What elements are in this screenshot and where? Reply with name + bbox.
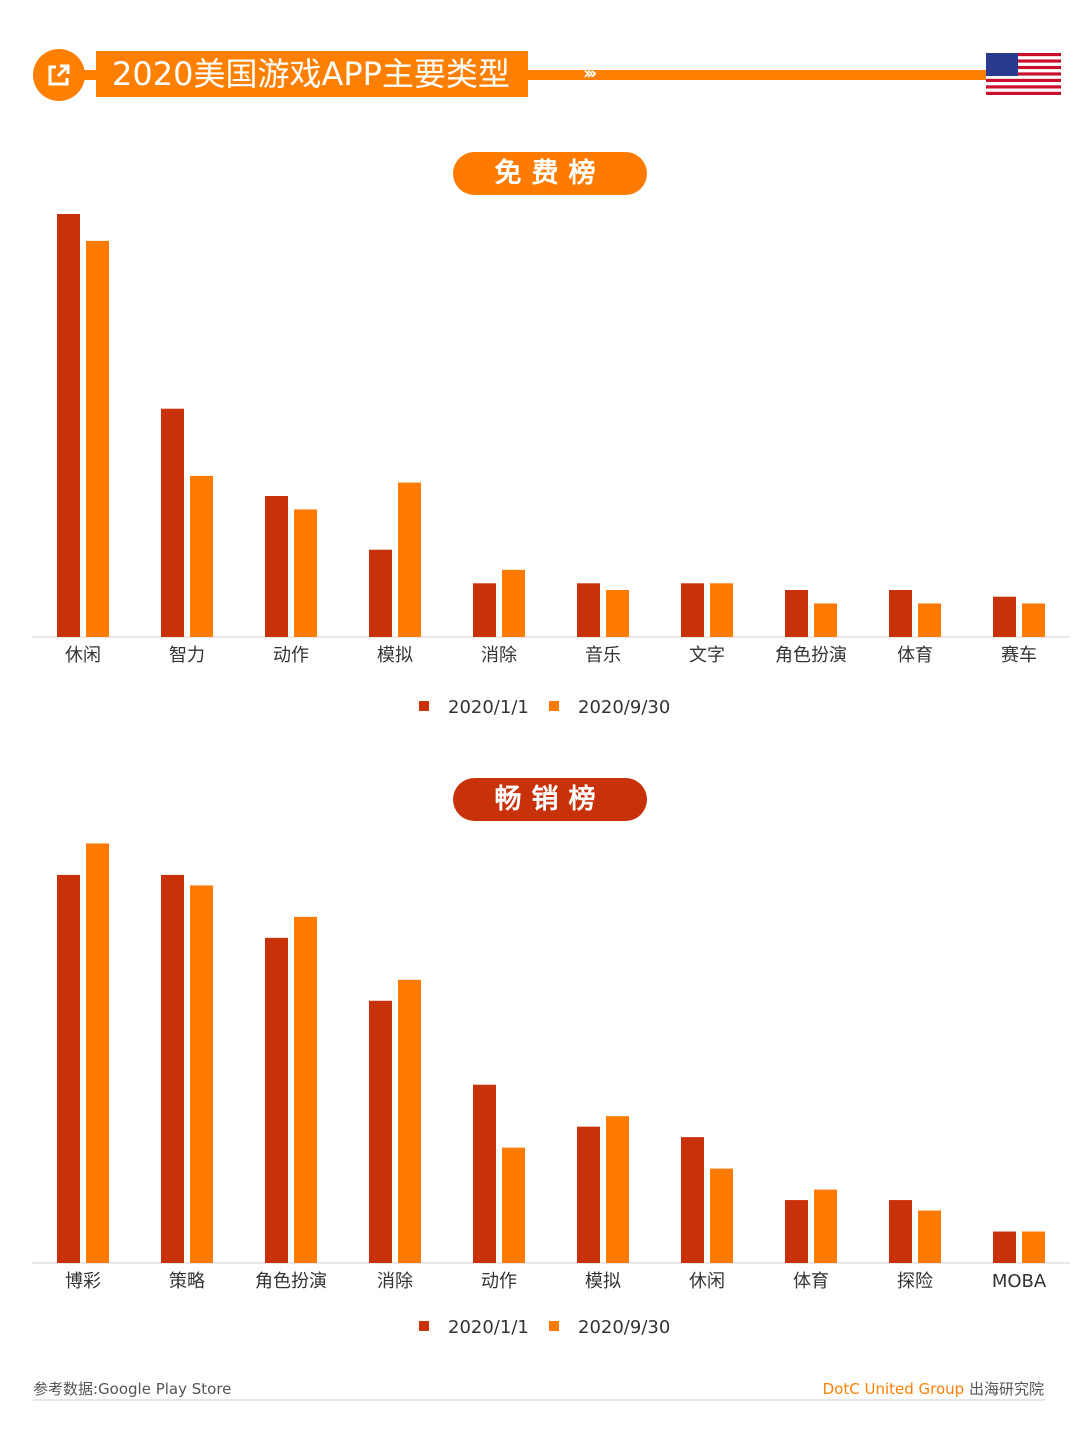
bar-动作-2020/1/1 [265,496,288,637]
footer-divider [33,1399,1045,1401]
source-note: 参考数据:Google Play Store [33,1380,232,1398]
x-tick-label: 音乐 [585,645,621,666]
x-tick-label: 模拟 [585,1271,621,1292]
bar-动作-2020/9/30 [502,1147,525,1263]
bar-策略-2020/9/30 [190,885,213,1263]
bar-智力-2020/9/30 [190,475,213,637]
legend-label: 2020/9/30 [578,697,670,718]
share-icon [33,49,85,101]
bar-模拟-2020/9/30 [398,482,421,637]
x-tick-label: 体育 [793,1271,829,1292]
bar-模拟-2020/1/1 [577,1126,600,1263]
bar-体育-2020/9/30 [814,1189,837,1263]
bar-消除-2020/9/30 [398,979,421,1263]
bar-探险-2020/9/30 [918,1210,941,1263]
legend-swatch [419,701,429,711]
bar-体育-2020/9/30 [918,603,941,637]
x-tick-label: 智力 [169,645,205,666]
x-tick-label: 赛车 [1001,645,1037,666]
bar-体育-2020/1/1 [889,590,912,637]
bar-角色扮演-2020/1/1 [785,590,808,637]
bar-消除-2020/1/1 [473,583,496,637]
legend-label: 2020/1/1 [448,697,529,718]
x-tick-label: MOBA [992,1271,1047,1292]
x-tick-label: 策略 [169,1271,205,1292]
bar-模拟-2020/1/1 [369,549,392,637]
org-name: 出海研究院 [968,1380,1044,1398]
bar-MOBA-2020/9/30 [1022,1231,1045,1263]
chart-1: 博彩 策略 角色扮演 消除 动作 模拟 休闲 体育 探险 MOBA 2020/1/1 2020/9/3… [32,843,1070,1338]
bar-文字-2020/1/1 [681,583,704,637]
bar-赛车-2020/9/30 [1022,603,1045,637]
page-title: 2020美国游戏APP主要类型 [96,51,528,97]
bar-模拟-2020/9/30 [606,1116,629,1263]
legend-label: 2020/1/1 [448,1317,529,1338]
x-tick-label: 体育 [897,645,933,666]
bar-音乐-2020/9/30 [606,590,629,637]
x-tick-label: 文字 [689,645,725,666]
us-flag-icon [986,53,1061,95]
bar-休闲-2020/1/1 [57,214,80,637]
bar-动作-2020/1/1 [473,1084,496,1263]
x-tick-label: 消除 [377,1271,413,1292]
bar-博彩-2020/1/1 [57,874,80,1263]
bar-探险-2020/1/1 [889,1200,912,1263]
bar-角色扮演-2020/9/30 [814,603,837,637]
bar-角色扮演-2020/1/1 [265,937,288,1263]
brand-note: DotC United Group 出海研究院 [823,1378,1044,1399]
legend-label: 2020/9/30 [578,1317,670,1338]
bar-角色扮演-2020/9/30 [294,916,317,1263]
x-tick-label: 角色扮演 [775,645,847,666]
x-tick-label: 休闲 [689,1271,725,1292]
x-tick-label: 动作 [273,645,309,666]
bar-策略-2020/1/1 [161,874,184,1263]
legend-swatch [549,1321,559,1331]
x-tick-label: 角色扮演 [255,1271,327,1292]
bar-休闲-2020/9/30 [86,240,109,637]
brand-name: DotC United Group [822,1380,965,1398]
bar-体育-2020/1/1 [785,1200,808,1263]
bar-休闲-2020/1/1 [681,1137,704,1263]
bar-消除-2020/9/30 [502,569,525,637]
bar-消除-2020/1/1 [369,1000,392,1263]
legend-swatch [549,701,559,711]
x-tick-label: 休闲 [65,645,101,666]
bar-休闲-2020/9/30 [710,1168,733,1263]
x-tick-label: 模拟 [377,645,413,666]
bar-动作-2020/9/30 [294,509,317,637]
bar-博彩-2020/9/30 [86,843,109,1263]
grossing-chart-title: 畅销榜 [453,778,647,821]
x-tick-label: 动作 [481,1271,517,1292]
bar-文字-2020/9/30 [710,583,733,637]
bar-音乐-2020/1/1 [577,583,600,637]
x-tick-label: 消除 [481,645,517,666]
legend-swatch [419,1321,429,1331]
chart-0: 休闲 智力 动作 模拟 消除 音乐 文字 角色扮演 体育 赛车 2020/1/1 2020/9/30 [32,214,1070,718]
bar-智力-2020/1/1 [161,408,184,637]
bar-MOBA-2020/1/1 [993,1231,1016,1263]
bar-赛车-2020/1/1 [993,596,1016,637]
x-tick-label: 博彩 [65,1271,101,1292]
x-tick-label: 探险 [897,1271,933,1292]
free-chart-title: 免费榜 [453,152,647,195]
